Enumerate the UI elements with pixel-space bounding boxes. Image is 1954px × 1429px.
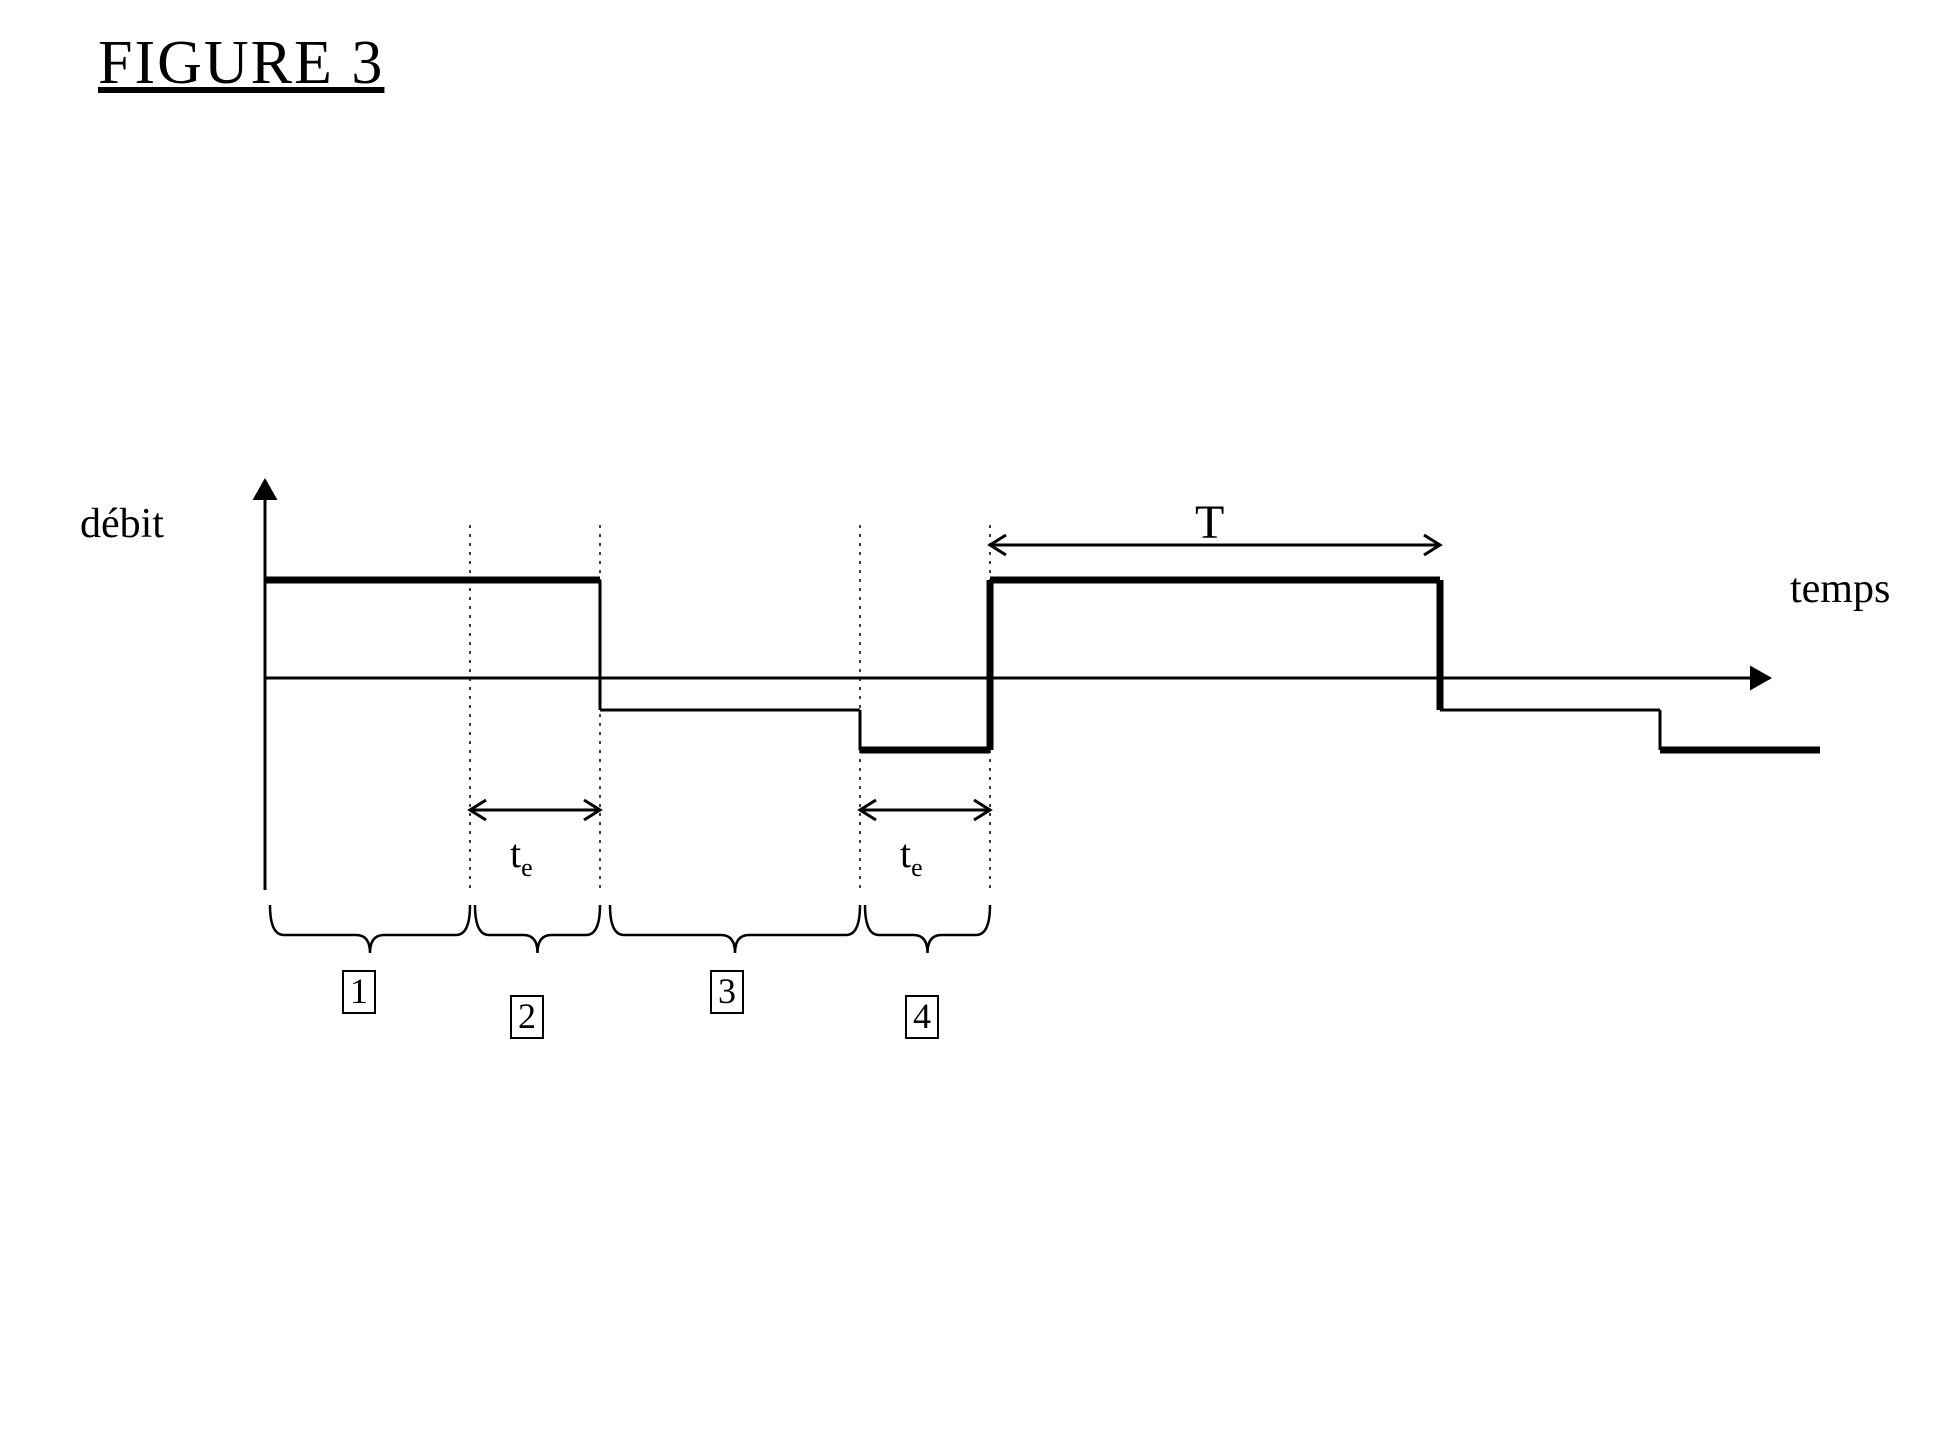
waveform-chart (70, 470, 1890, 1150)
te2-label: te (900, 830, 923, 883)
brace-3-label: 3 (710, 970, 744, 1014)
figure-title: FIGURE 3 (98, 28, 384, 99)
brace-4-label: 4 (905, 995, 939, 1039)
brace-1-label: 1 (342, 970, 376, 1014)
y-axis-label: débit (80, 500, 164, 548)
x-axis-label: temps (1790, 565, 1890, 613)
page: FIGURE 3 débit temps te te T 1 2 3 4 (0, 0, 1954, 1429)
diagram-container: débit temps te te T 1 2 3 4 (70, 470, 1890, 1150)
T-label: T (1195, 495, 1224, 550)
te1-label: te (510, 830, 533, 883)
brace-2-label: 2 (510, 995, 544, 1039)
